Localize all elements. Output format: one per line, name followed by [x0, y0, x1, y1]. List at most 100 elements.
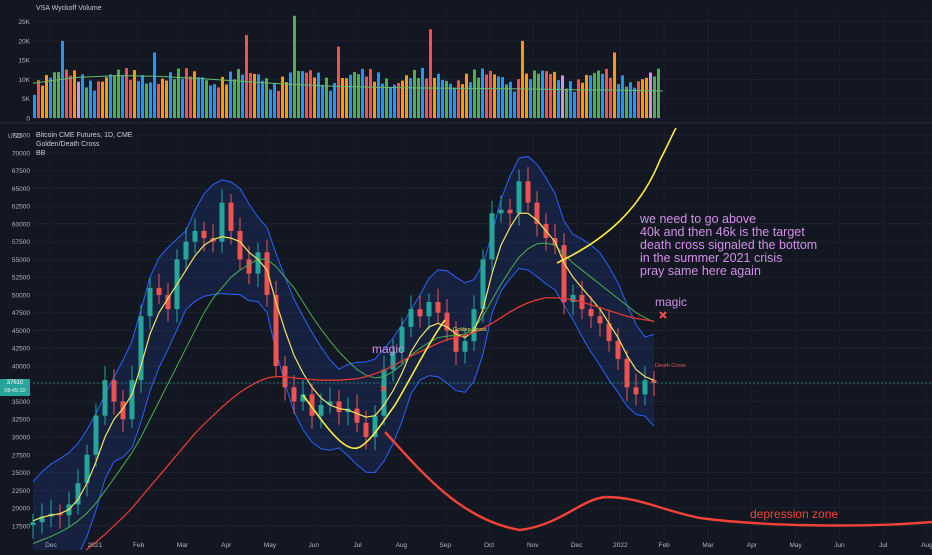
volume-bar	[637, 81, 640, 118]
volume-panel-title[interactable]: VSA Wyckoff Volume	[36, 5, 102, 12]
candle-body	[381, 369, 387, 416]
magic-label-right: magic	[655, 295, 688, 309]
indicator-golden-death-cross[interactable]: Golden/Death Cross	[36, 141, 100, 148]
candle-body	[642, 380, 648, 395]
candle-body	[309, 394, 315, 416]
note-line: we need to go above	[640, 212, 757, 226]
candle-body	[597, 316, 603, 324]
volume-bar	[537, 73, 540, 118]
candle-body	[651, 380, 657, 384]
volume-bar	[45, 75, 48, 118]
volume-bar	[561, 75, 564, 118]
volume-bar	[493, 74, 496, 118]
last-price-countdown: 08:45:32	[4, 388, 26, 394]
candle-body	[147, 287, 153, 317]
time-tick-label: Apr	[747, 542, 758, 549]
volume-bar	[221, 76, 224, 118]
price-tick-label: 52500	[12, 275, 30, 282]
volume-bar	[521, 40, 524, 118]
price-tick-label: 20000	[12, 506, 30, 513]
volume-bar	[281, 76, 284, 118]
candle-body	[354, 408, 360, 423]
note-line: death cross signaled the bottom	[640, 238, 818, 252]
volume-bar	[125, 68, 128, 118]
volume-bar	[657, 68, 660, 118]
volume-bar	[89, 80, 92, 118]
volume-bar	[285, 82, 288, 118]
candle-body	[480, 259, 486, 310]
volume-bar	[177, 68, 180, 118]
symbol-title[interactable]: Bitcoin CME Futures, 1D, CME	[36, 132, 133, 139]
note-line: 40k and then 46k is the target	[640, 225, 805, 239]
price-tick-label: 45000	[12, 328, 30, 335]
volume-bar	[233, 79, 236, 118]
magic-swoosh-curve	[302, 319, 446, 450]
volume-bar	[133, 70, 136, 118]
death-cross-label: Death Cross	[655, 363, 686, 369]
candle-body	[264, 252, 270, 295]
volume-bar	[353, 72, 356, 118]
candle-body	[363, 422, 369, 437]
volume-bar	[541, 70, 544, 118]
time-tick-label: Jul	[353, 542, 362, 549]
volume-bar	[33, 94, 36, 118]
candle-body	[318, 405, 324, 416]
ma-fast-line	[32, 212, 655, 522]
volume-bar	[385, 78, 388, 118]
candle-body	[561, 245, 567, 303]
note-line: pray same here again	[640, 264, 761, 278]
volume-bar	[53, 72, 56, 118]
volume-bar	[381, 83, 384, 118]
volume-bar	[501, 77, 504, 118]
candle-body	[111, 380, 117, 402]
volume-bar	[137, 81, 140, 118]
volume-bar	[641, 79, 644, 118]
volume-bar	[305, 72, 308, 118]
candle-body	[273, 294, 279, 366]
volume-bar	[553, 71, 556, 118]
time-tick-label: Apr	[221, 542, 232, 549]
candle-body	[624, 358, 630, 388]
volume-bar	[173, 79, 176, 118]
time-tick-label: Feb	[659, 542, 671, 549]
price-tick-label: 67500	[12, 168, 30, 175]
volume-bar	[497, 76, 500, 118]
time-tick-label: Feb	[133, 542, 145, 549]
depression-zone-label: depression zone	[750, 507, 839, 521]
volume-tick-label: 5K	[22, 96, 31, 103]
volume-bar	[597, 70, 600, 118]
volume-bar	[289, 72, 292, 118]
price-tick-label: 55000	[12, 257, 30, 264]
candle-body	[570, 294, 576, 303]
volume-bar	[293, 15, 296, 119]
volume-bar	[445, 80, 448, 118]
volume-bar	[157, 83, 160, 118]
volume-bar	[377, 72, 380, 118]
volume-bar	[145, 83, 148, 118]
volume-bar	[77, 81, 80, 118]
bollinger-upper	[32, 155, 655, 483]
volume-bar	[153, 52, 156, 118]
time-tick-label: Oct	[484, 542, 494, 549]
volume-bar	[349, 74, 352, 118]
bollinger-lower	[77, 267, 655, 555]
volume-bar	[37, 80, 40, 118]
volume-bar	[425, 78, 428, 118]
candle-body	[507, 209, 513, 214]
candle-body	[444, 312, 450, 331]
candle-body	[471, 309, 477, 342]
volume-bar	[329, 90, 332, 118]
candle-body	[588, 309, 594, 317]
price-tick-label: 32500	[12, 417, 30, 424]
annotations-layer	[33, 127, 932, 532]
candle-body	[336, 401, 342, 413]
time-tick-label: Aug	[396, 542, 408, 549]
volume-bar	[401, 80, 404, 118]
last-price-tag: 37610 08:45:32	[0, 379, 30, 396]
volume-bar	[533, 70, 536, 118]
volume-bar	[317, 72, 320, 118]
volume-bar	[373, 81, 376, 118]
candle-body	[120, 401, 126, 420]
indicator-bb[interactable]: BB	[36, 150, 46, 157]
candle-body	[291, 387, 297, 402]
